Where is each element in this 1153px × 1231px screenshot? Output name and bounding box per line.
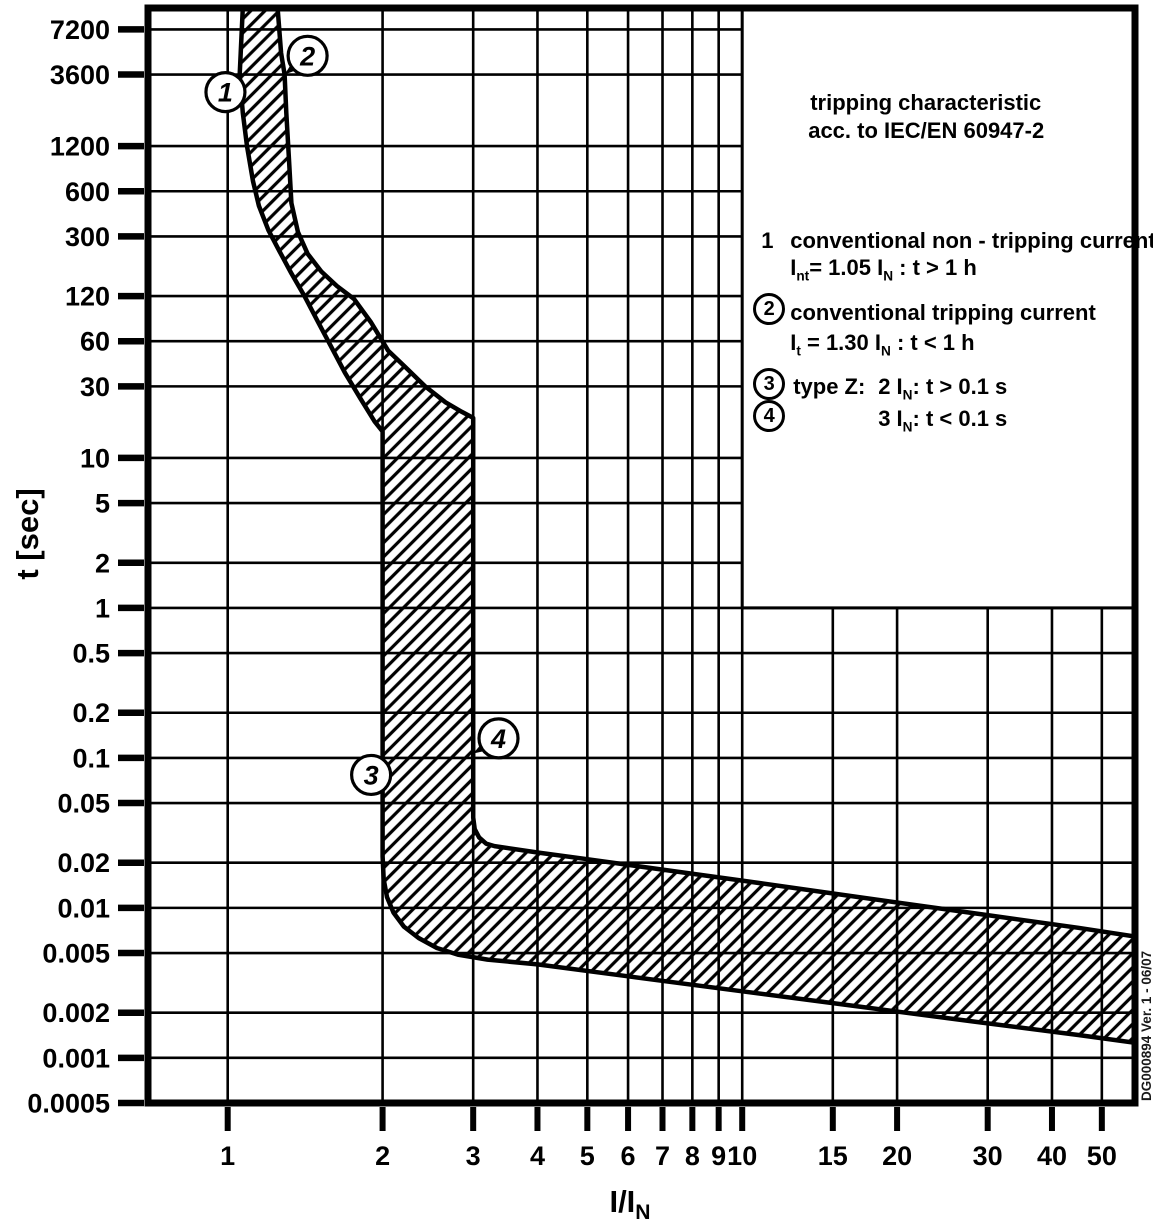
- marker-number: 4: [490, 724, 506, 754]
- legend-item-1-formula: Int= 1.05 IN : t > 1 h: [790, 255, 977, 284]
- x-tick-label: 1: [220, 1141, 235, 1171]
- y-axis-ticks: 7200 3600 1200 600 300 120 60 30 10 5 2 1 0.5 0.2 0.1 0…: [27, 15, 144, 1119]
- watermark-text: DG000894 Ver. 1 - 06/07: [1139, 951, 1153, 1101]
- x-tick-label: 10: [727, 1141, 757, 1171]
- x-tick-label: 7: [655, 1141, 670, 1171]
- y-tick-label: 0.01: [57, 893, 110, 923]
- marker-number: 3: [364, 760, 379, 790]
- legend-box: tripping characteristic acc. to IEC/EN 6…: [742, 8, 1153, 608]
- x-tick-label: 15: [818, 1141, 848, 1171]
- y-tick-label: 2: [95, 548, 110, 578]
- legend-item-3-prefix: type Z:: [793, 374, 866, 399]
- curve-marker-4: 4: [473, 717, 520, 760]
- x-tick-label: 5: [580, 1141, 595, 1171]
- legend-cutout: [740, 8, 1135, 610]
- legend-item-4-number: 4: [753, 400, 786, 432]
- legend-item-3-text: 2 IN: t > 0.1 s: [878, 374, 1008, 403]
- tripping-band: [237, 8, 1135, 1046]
- y-tick-label: 5: [95, 489, 110, 519]
- y-tick-label: 0.1: [72, 743, 110, 773]
- band-boundary-right: [275, 8, 1135, 939]
- y-tick-label: 0.5: [72, 639, 110, 669]
- y-tick-label: 3600: [50, 60, 110, 90]
- x-tick-label: 20: [882, 1141, 912, 1171]
- y-tick-label: 0.001: [42, 1043, 110, 1073]
- x-axis-ticks: 1 2 3 4 5 6 7 8 9 10 15 20 30 40 50: [220, 1107, 1117, 1171]
- legend-title: tripping characteristic: [810, 90, 1042, 115]
- x-tick-label: 8: [685, 1141, 700, 1171]
- x-tick-label: 2: [375, 1141, 390, 1171]
- y-tick-label: 0.0005: [27, 1089, 110, 1119]
- marker-number: 2: [299, 41, 315, 71]
- y-tick-label: 0.2: [72, 698, 110, 728]
- legend-item-2-text: conventional tripping current: [790, 300, 1096, 325]
- y-tick-label: 0.02: [57, 848, 110, 878]
- x-tick-label: 9: [711, 1141, 726, 1171]
- y-tick-label: 1: [95, 593, 110, 623]
- y-tick-label: 300: [65, 222, 110, 252]
- legend-item-2-number: 2: [753, 293, 786, 325]
- y-tick-label: 30: [80, 372, 110, 402]
- legend-subtitle: acc. to IEC/EN 60947-2: [808, 118, 1045, 143]
- band-boundary-left: [237, 8, 1135, 1046]
- plot-border: [144, 4, 1139, 1107]
- curve-marker-3: 3: [350, 753, 393, 797]
- y-tick-label: 120: [65, 282, 110, 312]
- x-tick-label: 4: [530, 1141, 545, 1171]
- x-tick-label: 6: [621, 1141, 636, 1171]
- marker-number: 1: [218, 78, 233, 108]
- y-tick-label: 0.005: [42, 939, 110, 969]
- legend-item-3-number: 3: [753, 368, 786, 400]
- curve-marker-2: 2: [284, 34, 329, 77]
- y-tick-label: 60: [80, 327, 110, 357]
- x-tick-label: 40: [1037, 1141, 1067, 1171]
- y-tick-label: 0.05: [57, 789, 110, 819]
- legend-item-4-text: 3 IN: t < 0.1 s: [878, 406, 1008, 435]
- y-tick-label: 1200: [50, 132, 110, 162]
- y-tick-label: 7200: [50, 15, 110, 45]
- y-tick-label: 600: [65, 177, 110, 207]
- y-axis-title: t [sec]: [10, 488, 45, 580]
- x-tick-label: 50: [1087, 1141, 1117, 1171]
- legend-item-2-formula: It = 1.30 IN : t < 1 h: [790, 330, 975, 359]
- y-tick-label: 0.002: [42, 998, 110, 1028]
- x-tick-label: 30: [973, 1141, 1003, 1171]
- legend-item-1-number: 1: [761, 228, 774, 253]
- y-tick-label: 10: [80, 443, 110, 473]
- x-tick-label: 3: [466, 1141, 481, 1171]
- curve-marker-1: 1: [204, 70, 247, 114]
- legend-item-1-text: conventional non - tripping current: [790, 228, 1153, 253]
- x-axis-title: I/IN: [609, 1184, 651, 1225]
